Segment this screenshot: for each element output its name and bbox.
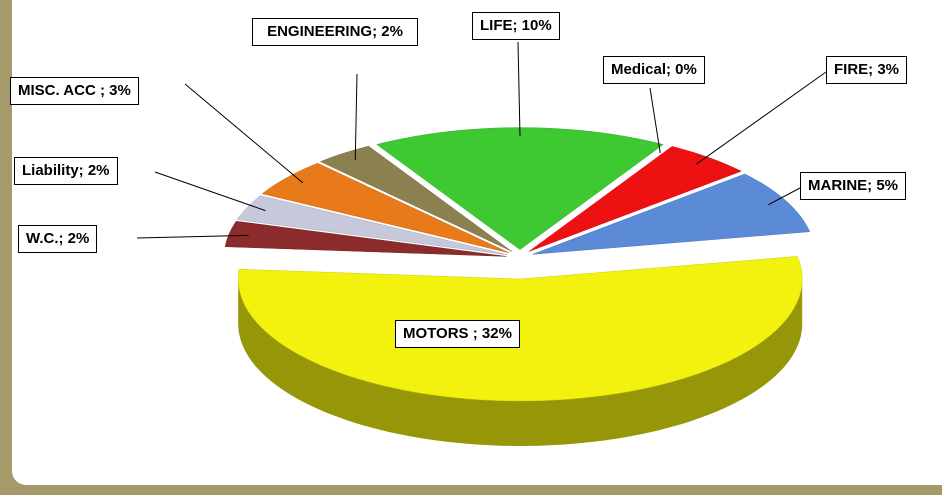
slice bbox=[237, 256, 803, 402]
leader-line bbox=[517, 41, 521, 137]
leader-line bbox=[649, 87, 661, 154]
slice bbox=[319, 145, 512, 252]
slice bbox=[532, 173, 811, 255]
leader-line bbox=[696, 71, 827, 165]
slice bbox=[236, 195, 508, 255]
slice bbox=[528, 146, 742, 252]
data-label: LIFE; 10% bbox=[472, 12, 560, 40]
leader-line bbox=[154, 171, 266, 212]
data-label: MARINE; 5% bbox=[800, 172, 907, 200]
data-label: MISC. ACC ; 3% bbox=[10, 77, 139, 105]
leader-line bbox=[354, 73, 358, 161]
leader-line bbox=[768, 187, 801, 206]
data-label: ENGINEERING; 2% bbox=[252, 18, 418, 46]
data-label: Medical; 0% bbox=[603, 56, 705, 84]
data-label: MOTORS ; 32% bbox=[395, 320, 520, 348]
data-label: W.C.; 2% bbox=[18, 225, 98, 253]
slice-side bbox=[238, 279, 803, 446]
data-label: FIRE; 3% bbox=[826, 56, 908, 84]
slice bbox=[224, 220, 507, 257]
leader-line bbox=[184, 83, 304, 184]
leader-line bbox=[136, 234, 249, 239]
slice bbox=[261, 162, 510, 254]
data-label: Liability; 2% bbox=[14, 157, 118, 185]
